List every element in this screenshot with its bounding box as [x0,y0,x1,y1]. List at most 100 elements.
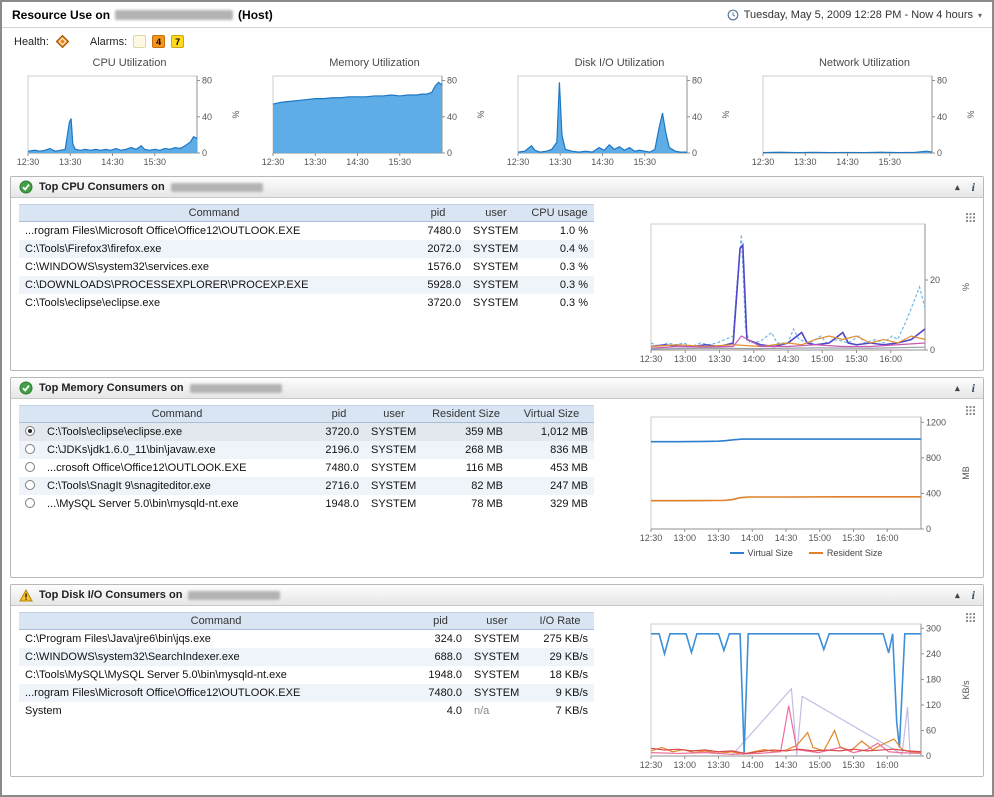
svg-text:12:30: 12:30 [17,157,40,167]
column-header[interactable]: Resident Size [423,405,509,423]
column-header[interactable]: user [365,405,423,423]
svg-text:300: 300 [926,623,941,633]
table-cell: 7 KB/s [555,704,588,717]
memory-consumers-chart[interactable]: 0 400 800 1200 12:30 13:00 13:30 14:00 14:30 15:0… [637,409,975,545]
table-row: C:\WINDOWS\system32\SearchIndexer.exe 688… [19,647,594,666]
table-cell: C:\Program Files\Java\jre6\bin\jqs.exe [25,632,211,645]
table-cell: SYSTEM [474,650,520,663]
alarm-badge-critical[interactable]: 4 [152,35,166,48]
alarm-badge-fatal[interactable] [133,35,147,48]
chart-options-icon[interactable] [966,406,975,415]
table-cell: 0.4 % [559,242,588,255]
health-warning-diamond-icon[interactable] [55,34,70,49]
table-cell: SYSTEM [371,461,417,474]
table-cell: SYSTEM [474,668,520,681]
svg-text:13:00: 13:00 [674,354,697,364]
column-header[interactable]: user [467,204,525,222]
table-cell: 275 KB/s [543,632,588,645]
table-header-row: Command pid user CPU usage [19,204,594,222]
cpu-consumers-chart[interactable]: 0 20 12:30 13:00 13:30 14:00 14:30 15:00 15:30 16… [637,216,975,366]
table-cell: 18 KB/s [549,668,588,681]
table-cell: 2196.0 [325,443,359,456]
svg-text:40: 40 [447,112,457,122]
panel-title: Top Disk I/O Consumers on [39,589,183,601]
svg-text:1200: 1200 [926,417,946,427]
column-header[interactable]: Command [19,612,413,630]
panel-header: Top CPU Consumers on ▴ i [11,177,983,198]
disk-io-consumers-chart[interactable]: 0 60 120 180 240 300 12:30 13:00 13:30 14:00 14:30… [637,616,975,772]
svg-text:15:00: 15:00 [808,533,831,543]
timerange-selector[interactable]: Tuesday, May 5, 2009 12:28 PM - Now 4 ho… [727,9,982,21]
network-utilization-chart[interactable]: 0 40 80 12:30 13:30 14:30 15:30% [749,72,980,168]
svg-text:12:30: 12:30 [640,354,663,364]
chevron-down-icon: ▾ [977,10,982,20]
row-select-radio[interactable] [25,497,35,508]
collapse-icon[interactable]: ▴ [955,181,960,192]
panel-header: Top Memory Consumers on ▴ i [11,378,983,399]
column-header[interactable]: CPU usage [525,204,594,222]
chart-options-icon[interactable] [966,213,975,222]
column-header[interactable]: pid [313,405,365,423]
table-cell: SYSTEM [371,443,417,456]
table-row[interactable]: ...\MySQL Server 5.0\bin\mysqld-nt.exe 19… [19,495,594,513]
cpu-utilization-chart[interactable]: 0 40 80 12:30 13:30 14:30 15:30% [14,72,245,168]
row-select-radio[interactable] [25,443,35,454]
table-cell: C:\Tools\eclipse\eclipse.exe [25,296,161,309]
column-header[interactable]: Command [41,405,313,423]
row-select-radio[interactable] [25,479,35,490]
table-cell: ...crosoft Office\Office12\OUTLOOK.EXE [47,461,247,474]
table-row: C:\Tools\MySQL\MySQL Server 5.0\bin\mysq… [19,666,594,684]
column-header[interactable]: I/O Rate [526,612,594,630]
column-header[interactable]: user [468,612,526,630]
column-header[interactable]: pid [413,612,468,630]
table-cell: SYSTEM [473,242,519,255]
svg-text:14:00: 14:00 [741,760,764,770]
svg-text:16:00: 16:00 [879,354,902,364]
table-row[interactable]: C:\Tools\SnagIt 9\snagiteditor.exe 2716.0… [19,476,594,495]
table-cell: 0.3 % [559,278,588,291]
table-row: C:\WINDOWS\system32\services.exe 1576.0 SY… [19,258,594,276]
alarm-badge-warning[interactable]: 7 [171,35,185,48]
svg-text:15:30: 15:30 [388,157,411,167]
svg-text:40: 40 [692,112,702,122]
table-cell: 4.0 [446,704,462,717]
memory-utilization-chart[interactable]: 0 40 80 12:30 13:30 14:30 15:30% [259,72,490,168]
table-row[interactable]: C:\Tools\eclipse\eclipse.exe 3720.0 SYSTEM… [19,422,594,441]
column-header[interactable]: pid [409,204,467,222]
table-row[interactable]: C:\JDKs\jdk1.6.0_11\bin\javaw.exe 2196.0 S… [19,440,594,459]
svg-text:13:30: 13:30 [549,157,572,167]
row-select-radio[interactable] [25,425,35,436]
collapse-icon[interactable]: ▴ [955,589,960,600]
table-cell: 247 MB [550,479,588,492]
svg-text:14:00: 14:00 [742,354,765,364]
collapse-icon[interactable]: ▴ [955,382,960,393]
disk-io-utilization-chart[interactable]: 0 40 80 12:30 13:30 14:30 15:30% [504,72,735,168]
table-row[interactable]: ...crosoft Office\Office12\OUTLOOK.EXE 74… [19,459,594,477]
memory-consumers-chart-wrap: 0 400 800 1200 12:30 13:00 13:30 14:00 14:30 15:0… [637,406,975,577]
title-prefix: Resource Use on [12,8,111,22]
info-icon[interactable]: i [971,380,975,395]
svg-text:13:00: 13:00 [673,533,696,543]
table-row: System 4.0 n/a 7 KB/s [19,702,594,720]
info-icon[interactable]: i [971,587,975,602]
svg-text:120: 120 [926,700,941,710]
table-cell: 1948.0 [428,668,462,681]
memory-utilization-sparkline: Memory Utilization 0 40 80 12:30 13:30 14:30 1… [259,57,490,168]
info-icon[interactable]: i [971,179,975,194]
table-cell: 0.3 % [559,296,588,309]
column-header[interactable] [19,405,41,423]
row-select-radio[interactable] [25,461,35,472]
page-title: Resource Use on (Host) [12,8,273,22]
svg-text:16:00: 16:00 [876,760,899,770]
svg-text:40: 40 [202,112,212,122]
chart-legend: Virtual Size Resident Size [637,545,975,560]
alarms-label: Alarms: [89,35,128,48]
svg-text:12:30: 12:30 [262,157,285,167]
table-cell: ...\MySQL Server 5.0\bin\mysqld-nt.exe [47,497,239,510]
column-header[interactable]: Virtual Size [509,405,594,423]
chart-options-icon[interactable] [966,613,975,622]
table-cell: SYSTEM [473,296,519,309]
table-cell: 82 MB [471,479,503,492]
column-header[interactable]: Command [19,204,409,222]
sparkline-title: CPU Utilization [92,57,167,69]
